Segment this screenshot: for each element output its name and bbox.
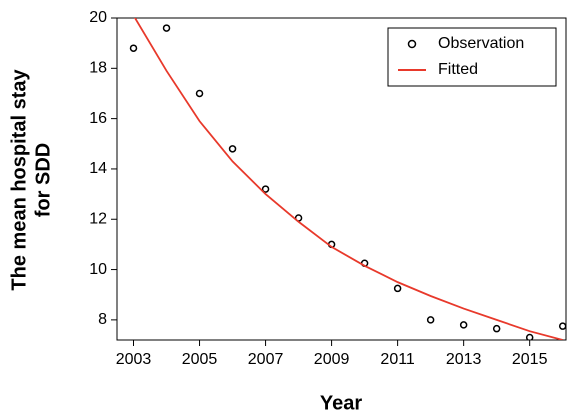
y-axis-label: The mean hospital stay	[8, 69, 30, 291]
plot-frame	[116, 17, 567, 341]
plot-layer	[129, 18, 566, 340]
x-axis-label: Year	[320, 392, 362, 414]
observation-point	[492, 324, 501, 333]
legend: Observation Fitted	[387, 27, 557, 87]
observation-point	[228, 145, 237, 153]
x-tick-label: 2005	[182, 351, 218, 368]
y-tick-label: 14	[89, 160, 107, 177]
observation-point	[195, 89, 204, 98]
y-axis-label: for SDD	[32, 143, 54, 217]
observation-point	[426, 316, 435, 324]
y-tick-label: 8	[98, 311, 107, 328]
x-tick-label: 2011	[380, 351, 415, 368]
y-tick-label: 12	[89, 210, 107, 227]
observation-point	[393, 284, 402, 293]
legend-label: Fitted	[438, 61, 478, 78]
x-tick-label: 2003	[116, 351, 152, 368]
observation-point	[261, 185, 270, 193]
fitted-line	[133, 18, 563, 340]
observation-point	[525, 333, 534, 340]
y-tick-label: 16	[89, 110, 107, 127]
legend-box	[387, 27, 557, 87]
x-tick-label: 2013	[446, 351, 482, 368]
legend-label: Observation	[438, 35, 524, 52]
observation-point	[162, 24, 171, 32]
y-tick-label: 20	[89, 9, 107, 26]
observation-point	[459, 321, 468, 329]
legend-symbol	[407, 39, 417, 49]
y-tick-label: 10	[89, 261, 107, 278]
x-tick-label: 2007	[248, 351, 284, 368]
observation-point	[558, 322, 566, 330]
x-tick-label: 2015	[512, 351, 548, 368]
y-tick-label: 18	[89, 60, 107, 77]
observation-point	[129, 44, 138, 52]
x-tick-label: 2009	[314, 351, 350, 368]
